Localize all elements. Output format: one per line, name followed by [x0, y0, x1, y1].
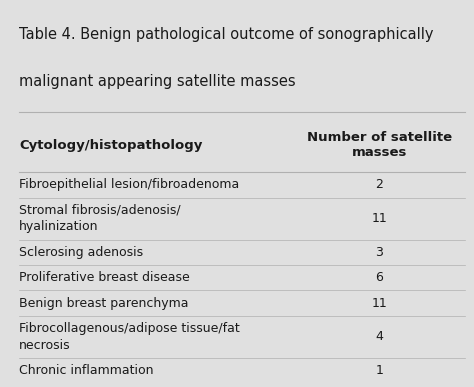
Text: Cytology/histopathology: Cytology/histopathology	[19, 139, 202, 152]
Text: Chronic inflammation: Chronic inflammation	[19, 364, 154, 377]
Text: Benign breast parenchyma: Benign breast parenchyma	[19, 296, 189, 310]
Text: 4: 4	[375, 330, 383, 343]
Text: malignant appearing satellite masses: malignant appearing satellite masses	[19, 74, 296, 89]
Text: 2: 2	[375, 178, 383, 192]
Text: Number of satellite
masses: Number of satellite masses	[307, 131, 452, 159]
Text: 3: 3	[375, 246, 383, 259]
Text: Table 4. Benign pathological outcome of sonographically: Table 4. Benign pathological outcome of …	[19, 27, 433, 42]
Text: 1: 1	[375, 364, 383, 377]
Text: Fibrocollagenous/adipose tissue/fat
necrosis: Fibrocollagenous/adipose tissue/fat necr…	[19, 322, 240, 351]
Text: Proliferative breast disease: Proliferative breast disease	[19, 271, 190, 284]
Text: 11: 11	[371, 212, 387, 225]
Text: Fibroepithelial lesion/fibroadenoma: Fibroepithelial lesion/fibroadenoma	[19, 178, 239, 192]
Text: Stromal fibrosis/adenosis/
hyalinization: Stromal fibrosis/adenosis/ hyalinization	[19, 204, 181, 233]
Text: 11: 11	[371, 296, 387, 310]
Text: Sclerosing adenosis: Sclerosing adenosis	[19, 246, 143, 259]
Text: 6: 6	[375, 271, 383, 284]
